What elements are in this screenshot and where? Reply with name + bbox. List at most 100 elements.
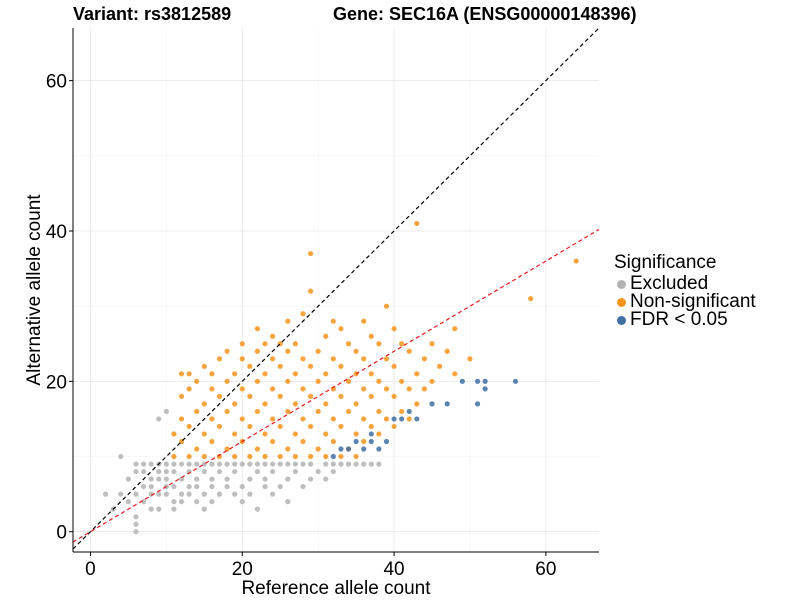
point-excluded-47	[194, 499, 200, 505]
point-non-significant-95	[330, 356, 336, 362]
point-non-significant-6	[186, 453, 192, 460]
point-non-significant-39	[247, 423, 253, 430]
legend-swatch-non-significant	[617, 297, 626, 307]
point-excluded-98	[338, 461, 344, 467]
data-points	[103, 220, 579, 535]
point-non-significant-86	[315, 348, 321, 354]
point-non-significant-117	[368, 393, 374, 399]
point-non-significant-64	[285, 378, 291, 384]
point-non-significant-25	[224, 446, 230, 452]
point-fdr-0-05-1	[338, 446, 344, 452]
point-non-significant-106	[353, 453, 359, 460]
point-non-significant-75	[300, 356, 306, 362]
point-fdr-0-05-5	[368, 438, 374, 445]
point-excluded-89	[300, 483, 306, 490]
point-non-significant-96	[330, 318, 336, 324]
point-non-significant-126	[383, 356, 390, 362]
point-fdr-0-05-3	[353, 438, 359, 445]
point-fdr-0-05-8	[383, 438, 390, 445]
x-axis-label: Reference allele count	[241, 578, 431, 599]
point-excluded-78	[262, 476, 268, 482]
point-non-significant-140	[414, 220, 420, 227]
point-non-significant-78	[307, 423, 314, 430]
point-non-significant-37	[239, 341, 245, 347]
point-non-significant-27	[224, 378, 230, 384]
point-non-significant-123	[376, 341, 382, 347]
point-non-significant-136	[406, 386, 412, 392]
point-excluded-81	[270, 468, 276, 475]
point-non-significant-121	[376, 408, 382, 415]
grid-lines	[73, 28, 599, 552]
point-excluded-29	[163, 468, 169, 475]
point-non-significant-32	[232, 371, 238, 377]
point-non-significant-3	[178, 416, 185, 422]
point-excluded-59	[216, 491, 223, 497]
point-fdr-0-05-7	[376, 446, 382, 452]
point-excluded-86	[285, 499, 291, 505]
point-non-significant-138	[414, 401, 420, 407]
point-non-significant-52	[270, 438, 276, 445]
point-excluded-37	[171, 506, 177, 512]
point-non-significant-107	[353, 431, 359, 437]
point-non-significant-91	[323, 333, 329, 339]
point-non-significant-119	[368, 333, 374, 339]
legend-item-excluded: Excluded	[614, 274, 756, 293]
point-excluded-90	[300, 461, 306, 467]
point-excluded-3	[118, 491, 124, 497]
point-non-significant-99	[338, 393, 344, 399]
point-non-significant-24	[216, 356, 223, 362]
point-excluded-7	[133, 521, 139, 527]
point-non-significant-87	[323, 453, 329, 460]
point-excluded-91	[307, 476, 314, 482]
point-excluded-19	[148, 461, 154, 467]
point-non-significant-12	[194, 378, 200, 384]
point-excluded-57	[209, 499, 215, 505]
point-non-significant-88	[323, 431, 329, 437]
point-non-significant-92	[330, 438, 336, 445]
point-excluded-0	[103, 491, 109, 497]
point-excluded-45	[186, 491, 192, 497]
point-excluded-40	[178, 461, 185, 467]
point-non-significant-84	[315, 408, 321, 415]
point-excluded-54	[209, 476, 215, 482]
point-excluded-15	[140, 468, 147, 475]
point-excluded-34	[171, 461, 177, 467]
point-non-significant-13	[201, 453, 207, 460]
point-non-significant-131	[391, 326, 397, 332]
point-non-significant-104	[345, 378, 352, 384]
point-fdr-0-05-9	[391, 416, 397, 422]
point-non-significant-54	[270, 386, 276, 392]
point-excluded-67	[239, 483, 245, 490]
point-excluded-82	[277, 461, 283, 467]
point-non-significant-80	[307, 363, 314, 369]
reference-lines	[72, 27, 600, 550]
point-excluded-88	[292, 461, 298, 467]
point-excluded-100	[353, 461, 359, 467]
point-excluded-44	[186, 461, 192, 467]
point-excluded-84	[285, 476, 291, 482]
point-non-significant-18	[209, 416, 215, 422]
point-non-significant-142	[421, 356, 428, 362]
point-excluded-2	[118, 453, 124, 460]
point-non-significant-74	[300, 386, 306, 392]
point-excluded-4	[125, 476, 132, 482]
point-non-significant-68	[292, 431, 298, 437]
point-excluded-50	[201, 468, 207, 475]
point-excluded-23	[156, 491, 162, 497]
point-non-significant-46	[254, 326, 261, 332]
point-excluded-8	[133, 514, 139, 520]
point-excluded-53	[201, 506, 207, 512]
point-non-significant-112	[361, 416, 367, 422]
point-non-significant-67	[292, 453, 298, 460]
point-non-significant-105	[345, 341, 352, 347]
point-excluded-21	[156, 416, 162, 422]
point-non-significant-76	[300, 311, 306, 317]
point-excluded-55	[209, 461, 215, 467]
point-excluded-72	[247, 491, 253, 497]
point-non-significant-97	[338, 453, 344, 460]
point-non-significant-4	[178, 393, 185, 399]
point-excluded-9	[133, 491, 139, 497]
point-non-significant-42	[254, 446, 261, 452]
point-excluded-46	[194, 476, 200, 482]
point-non-significant-50	[262, 371, 268, 377]
